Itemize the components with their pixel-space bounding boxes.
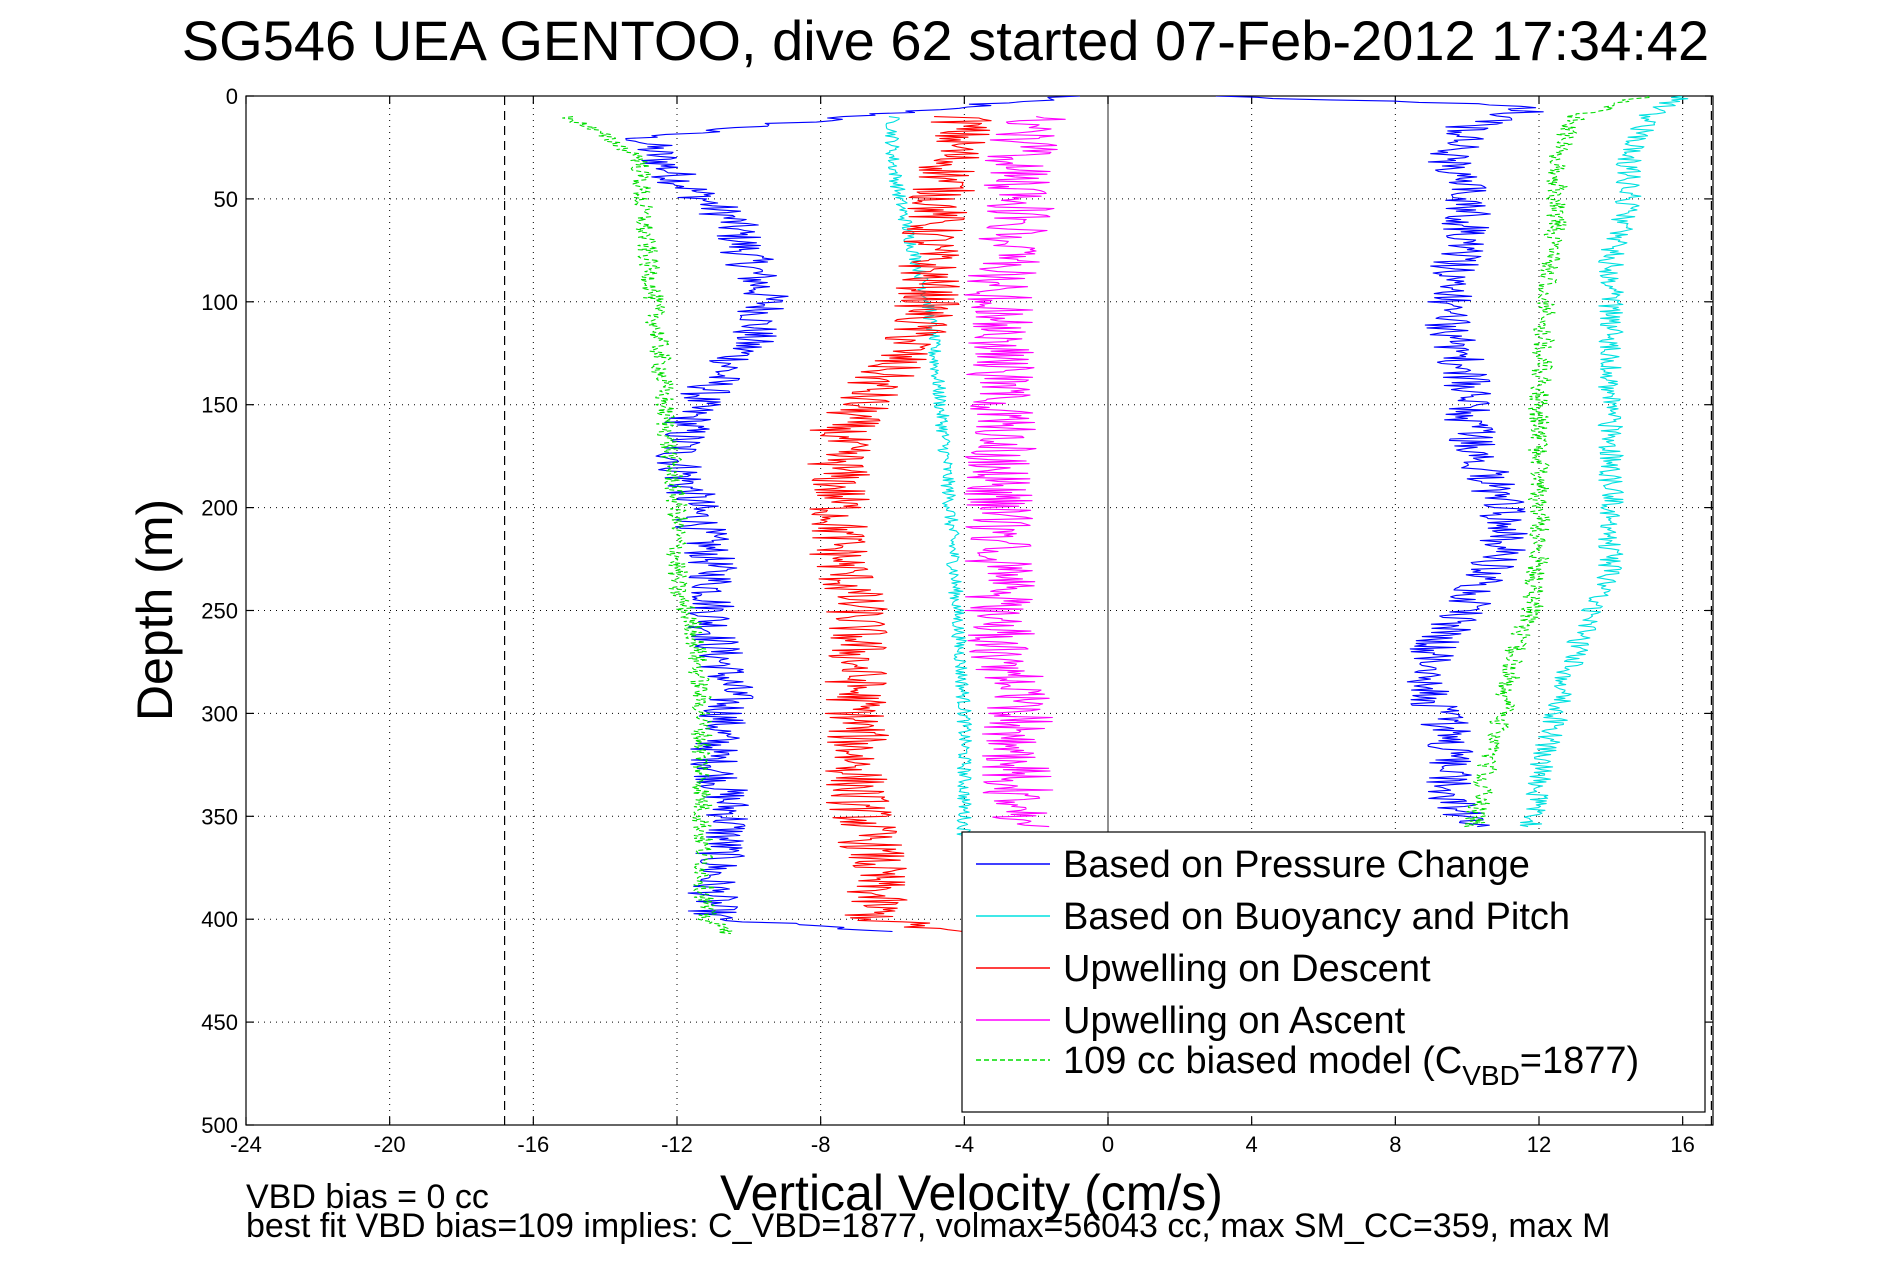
x-tick-label: -12 <box>661 1132 693 1157</box>
x-tick-label: -16 <box>517 1132 549 1157</box>
y-tick-label: 0 <box>226 84 238 109</box>
legend-subscript: VBD <box>1462 1060 1520 1091</box>
footer-best-fit: best fit VBD bias=109 implies: C_VBD=187… <box>246 1207 1611 1245</box>
x-tick-label: 12 <box>1527 1132 1551 1157</box>
y-tick-label: 50 <box>214 187 238 212</box>
x-tick-label: -20 <box>374 1132 406 1157</box>
x-tick-label: 16 <box>1670 1132 1694 1157</box>
y-axis-label: Depth (m) <box>127 498 183 722</box>
y-tick-label: 400 <box>201 907 238 932</box>
series-line <box>963 116 1066 828</box>
x-tick-label: 8 <box>1389 1132 1401 1157</box>
legend-label: Upwelling on Descent <box>1063 948 1431 990</box>
x-axis-label: Vertical Velocity (cm/s) <box>720 1165 1223 1221</box>
x-tick-label: 4 <box>1246 1132 1258 1157</box>
y-tick-label: 450 <box>201 1010 238 1035</box>
series-group <box>562 96 1689 935</box>
y-tick-label: 250 <box>201 599 238 624</box>
series-line <box>1215 96 1544 828</box>
series-line <box>1519 96 1689 828</box>
series-line <box>562 116 733 935</box>
x-tick-label: -8 <box>811 1132 831 1157</box>
y-tick-label: 150 <box>201 393 238 418</box>
legend-box <box>961 831 1706 1113</box>
legend-suffix: =1877) <box>1520 1040 1639 1082</box>
y-tick-label: 200 <box>201 496 238 521</box>
series-line <box>625 96 1080 933</box>
x-tick-label: -4 <box>955 1132 975 1157</box>
footer-vbd-bias: VBD bias = 0 cc <box>246 1178 489 1216</box>
y-tick-label: 500 <box>201 1113 238 1138</box>
series-line <box>884 116 972 838</box>
y-tick-label: 100 <box>201 290 238 315</box>
y-tick-label: 300 <box>201 701 238 726</box>
x-tick-label: -24 <box>230 1132 262 1157</box>
series-line <box>1464 96 1652 828</box>
y-tick-label: 350 <box>201 804 238 829</box>
chart-title: SG546 UEA GENTOO, dive 62 started 07-Feb… <box>181 9 1710 72</box>
legend-label: Upwelling on Ascent <box>1063 1000 1406 1042</box>
series-line <box>807 116 992 935</box>
x-tick-label: 0 <box>1102 1132 1114 1157</box>
legend-label: Based on Pressure Change <box>1063 844 1530 886</box>
legend-label: Based on Buoyancy and Pitch <box>1063 896 1570 938</box>
